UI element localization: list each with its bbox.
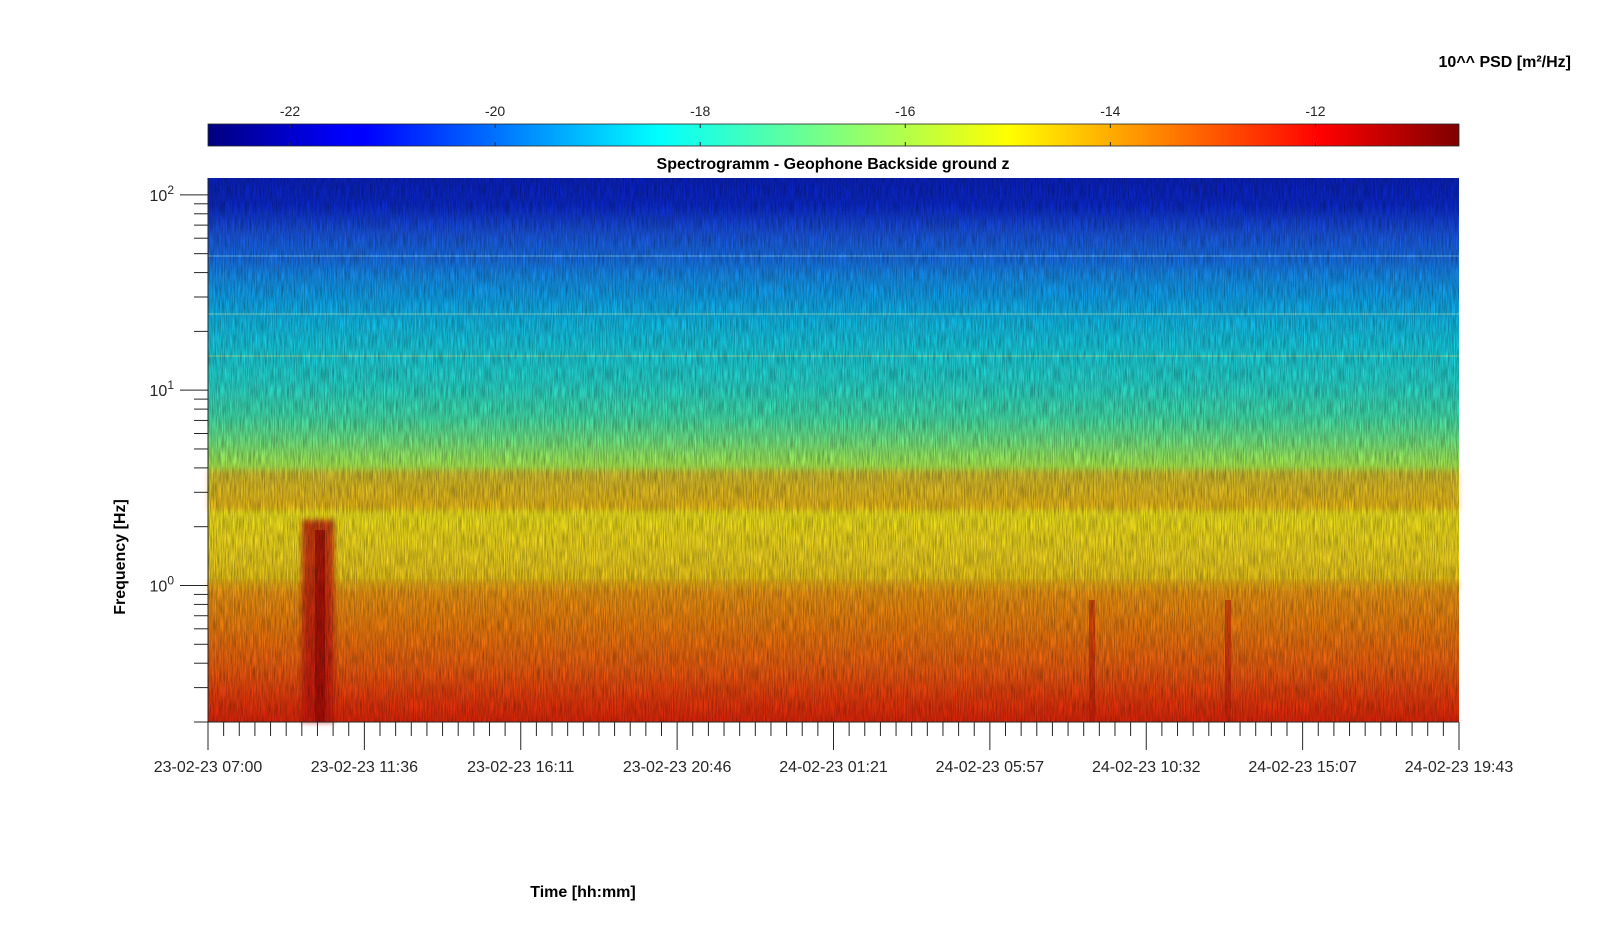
spectrogram-image: [208, 178, 1459, 722]
colorbar: -22 -20 -18 -16 -14 -12: [207, 103, 1460, 147]
colorbar-label: 10^^ PSD [m²/Hz]: [1439, 54, 1571, 71]
x-tick-label: 23-02-23 20:46: [623, 759, 732, 776]
y-tick-label: 102: [150, 183, 175, 205]
y-ticks: [180, 194, 208, 723]
colorbar-tick-label: -14: [1100, 103, 1120, 119]
x-tick-label: 24-02-23 05:57: [936, 759, 1045, 776]
x-tick-label: 24-02-23 01:21: [779, 759, 888, 776]
colorbar-tick-label: -20: [485, 103, 505, 119]
x-tick-label: 23-02-23 07:00: [154, 759, 263, 776]
y-tick-labels: 100 101 102: [150, 183, 175, 596]
colorbar-ticks: -22 -20 -18 -16 -14 -12: [280, 103, 1326, 146]
colorbar-tick-label: -22: [280, 103, 300, 119]
colorbar-tick-label: -18: [690, 103, 710, 119]
y-tick-label: 101: [150, 378, 175, 400]
colorbar-tick-label: -16: [895, 103, 915, 119]
colorbar-tick-label: -12: [1305, 103, 1325, 119]
x-tick-label: 24-02-23 10:32: [1092, 759, 1201, 776]
y-axis-label: Frequency [Hz]: [112, 499, 129, 615]
x-tick-label: 24-02-23 19:43: [1405, 759, 1514, 776]
x-ticks: [207, 722, 1460, 750]
x-tick-labels: 23-02-23 07:00 23-02-23 11:36 23-02-23 16:…: [154, 759, 1514, 776]
x-axis-label: Time [hh:mm]: [530, 884, 635, 901]
x-tick-label: 24-02-23 15:07: [1248, 759, 1357, 776]
x-tick-label: 23-02-23 16:11: [467, 759, 574, 776]
chart-title: Spectrogramm - Geophone Backside ground …: [657, 156, 1010, 173]
colorbar-gradient: [207, 123, 1460, 147]
x-axis: 23-02-23 07:00 23-02-23 11:36 23-02-23 16:…: [154, 721, 1514, 776]
y-tick-label: 100: [150, 573, 175, 595]
y-axis: 100 101 102: [150, 178, 209, 723]
x-tick-label: 23-02-23 11:36: [311, 759, 418, 776]
